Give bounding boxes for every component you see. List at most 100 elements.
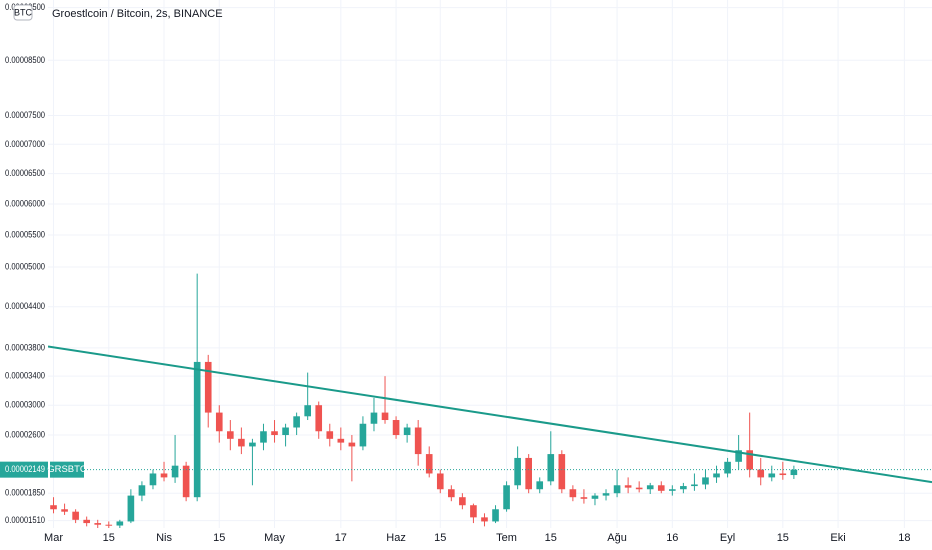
candle-body <box>227 431 234 439</box>
candle-body <box>193 361 201 498</box>
x-tick-label: 15 <box>434 532 446 544</box>
candle-body <box>602 493 610 496</box>
candle-body <box>425 454 433 474</box>
candle-body <box>249 442 256 447</box>
candle-body <box>61 509 68 512</box>
x-tick-label: May <box>264 532 285 544</box>
y-tick-label: 0.00007000 <box>5 139 45 150</box>
x-tick-label: 17 <box>335 532 347 544</box>
candle-body <box>746 450 753 470</box>
last-price-label: 0.00002149 <box>5 464 45 475</box>
candle-body <box>459 497 466 506</box>
candle-body <box>558 454 566 490</box>
candle-body <box>127 495 135 522</box>
x-tick-label: Ağu <box>607 532 627 544</box>
candle-body <box>337 438 345 443</box>
candle-body <box>359 423 367 447</box>
x-tick-label: 15 <box>777 532 789 544</box>
candle-body <box>569 489 577 498</box>
candle-body <box>315 405 323 432</box>
candle-body <box>138 485 146 496</box>
candle-body <box>768 473 776 478</box>
candle-body <box>94 523 102 525</box>
candle-body <box>83 519 90 524</box>
candle-body <box>160 473 168 478</box>
chart-title: Groestlcoin / Bitcoin, 2s, BINANCE <box>52 8 223 20</box>
candle-body <box>702 477 709 485</box>
candle-body <box>414 427 422 455</box>
unit-label: BTC <box>14 7 33 17</box>
candle-body <box>691 484 698 487</box>
candle-body <box>403 427 411 436</box>
candle-body <box>470 505 477 518</box>
y-tick-label: 0.00003400 <box>5 371 45 382</box>
y-tick-label: 0.00006000 <box>5 198 45 209</box>
candle-body <box>724 461 731 474</box>
x-tick-label: Nis <box>156 532 172 544</box>
candle-body <box>204 361 212 413</box>
x-tick-label: 15 <box>103 532 115 544</box>
candle-body <box>779 473 787 476</box>
candle-body <box>481 517 488 522</box>
unit-badge <box>13 4 33 21</box>
x-tick-label: Mar <box>44 532 63 544</box>
candle-body <box>182 465 190 498</box>
candle-body <box>116 521 124 526</box>
candle-body <box>392 420 400 436</box>
candle-body <box>735 450 742 462</box>
candle-body <box>624 485 632 488</box>
candle-body <box>591 495 599 499</box>
candle-body <box>72 511 79 520</box>
x-tick-label: 15 <box>545 532 557 544</box>
last-price-box <box>0 461 48 478</box>
candle-body <box>613 485 621 494</box>
x-tick-label: Tem <box>496 532 517 544</box>
candle-body <box>757 469 765 478</box>
candle-body <box>514 457 521 486</box>
y-tick-label: 0.00002600 <box>5 430 45 441</box>
y-tick-label: 0.00001850 <box>5 488 45 499</box>
candle-body <box>260 431 267 443</box>
candle-body <box>790 469 798 476</box>
candle-body <box>238 438 245 447</box>
candle-body <box>293 416 300 428</box>
y-tick-label: 0.00003000 <box>5 400 45 411</box>
x-tick-label: 18 <box>898 532 910 544</box>
candle-body <box>680 486 687 490</box>
candle-body <box>149 473 157 486</box>
candle-body <box>348 442 356 447</box>
x-tick-label: Eki <box>830 532 845 544</box>
candle-body <box>215 412 223 432</box>
y-tick-label: 0.00003800 <box>5 342 45 353</box>
y-tick-label: 0.00006500 <box>5 168 45 179</box>
candle-body <box>105 524 113 526</box>
candle-body <box>525 457 532 490</box>
x-tick-label: 16 <box>666 532 678 544</box>
candle-body <box>381 412 389 421</box>
y-tick-label: 0.00007500 <box>5 110 45 121</box>
candle-body <box>50 505 57 510</box>
y-tick-label: 0.00004400 <box>5 301 45 312</box>
candle-body <box>713 473 720 478</box>
candle-body <box>580 497 588 499</box>
y-tick-label: 0.00001510 <box>5 515 45 526</box>
y-tick-label: 0.00005000 <box>5 262 45 273</box>
candle-body <box>282 427 289 436</box>
y-tick-label: 0.00005500 <box>5 230 45 241</box>
x-tick-label: 15 <box>213 532 225 544</box>
x-tick-label: Eyl <box>720 532 735 544</box>
y-tick-label: 0.00008500 <box>5 55 45 66</box>
overlays: 0.00002149 GRSBTC BTC <box>0 4 87 478</box>
candle-body <box>171 465 179 478</box>
candle-body <box>271 431 278 436</box>
candle-body <box>635 487 643 490</box>
candle-body <box>304 405 311 417</box>
candle-body <box>448 489 455 498</box>
trendline <box>48 345 932 484</box>
plot-area <box>48 273 932 528</box>
candle-body <box>657 485 665 491</box>
candle-body <box>646 485 654 490</box>
candle-body <box>326 431 334 439</box>
